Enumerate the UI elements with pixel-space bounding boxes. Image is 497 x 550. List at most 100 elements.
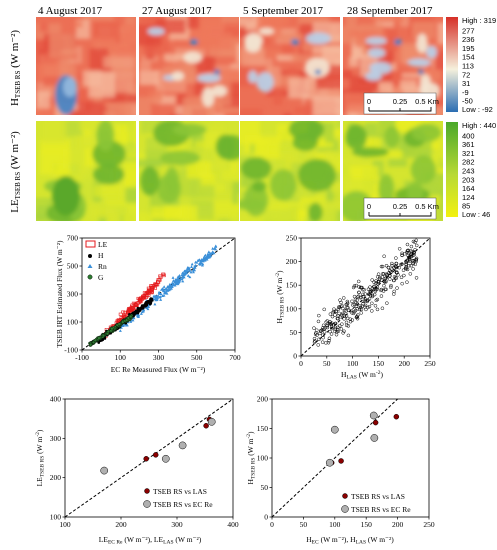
chart1-point-le — [147, 289, 152, 293]
chart1-point-rn — [181, 279, 185, 283]
chart1-point-g — [97, 336, 101, 340]
chart2-point — [390, 267, 394, 271]
chart4-one-to-one-line — [271, 398, 398, 518]
chart2-point — [383, 280, 387, 285]
chart4-point-ec — [370, 434, 379, 442]
chart4-point-las — [372, 419, 379, 426]
chart2-point — [405, 280, 409, 284]
chart3-xlabel: LEEC Re (W m⁻²), LELAS (W m⁻²) — [99, 535, 202, 546]
chart2-point — [385, 273, 389, 278]
chart2-point — [319, 328, 323, 333]
chart1-point-rn — [188, 275, 192, 279]
chart2-point — [382, 279, 387, 284]
chart1-xtick-2: 300 — [153, 353, 165, 362]
chart4-point-ec — [369, 411, 378, 420]
svg-text:HTSEB RS (W m⁻²): HTSEB RS (W m⁻²) — [9, 30, 22, 106]
chart2-point — [379, 264, 384, 269]
legend-rn-label: Rn — [98, 262, 107, 271]
chart2-point — [361, 301, 365, 306]
chart2-point — [405, 249, 410, 253]
chart1-point-rn — [152, 294, 156, 298]
chart2-ytick-5: 250 — [286, 234, 298, 243]
chart2-point — [344, 309, 348, 313]
chart1-point-le — [123, 313, 128, 317]
chart1-point-rn — [176, 282, 180, 286]
legend-h-label: H — [98, 251, 104, 260]
chart4-ytick-3: 150 — [257, 424, 269, 433]
chart2-point — [358, 285, 363, 290]
map-panels — [36, 17, 443, 221]
chart1-point-le — [116, 320, 121, 324]
colorbar-h-tick-8: -50 — [462, 97, 473, 106]
chart3-legend-las-marker — [144, 488, 150, 494]
chart1-point-h — [140, 304, 144, 308]
chart2-point — [357, 307, 362, 312]
chart1-point-le — [147, 288, 152, 292]
chart1-point-g — [125, 318, 129, 322]
chart2-xtick-2: 100 — [347, 359, 359, 368]
chart2-point — [348, 317, 353, 321]
chart1-point-rn — [162, 293, 166, 297]
chart2-point — [314, 331, 318, 335]
chart2-point — [411, 267, 415, 271]
chart2-point — [407, 255, 411, 260]
chart3-point-las — [152, 452, 159, 458]
chart2-point — [342, 317, 346, 321]
chart1-point-h — [149, 301, 153, 304]
chart3-one-to-one-line — [64, 398, 234, 518]
chart2-point — [356, 313, 360, 317]
row-label-le: LETSEB RS (W m⁻²) — [9, 131, 22, 213]
chart1-point-rn — [146, 307, 150, 311]
chart1-point-rn — [207, 250, 211, 254]
chart2-point — [333, 325, 338, 330]
chart1-point-rn — [154, 294, 158, 298]
chart1-point-le — [149, 285, 154, 289]
chart1-ytick-2: 300 — [67, 290, 79, 299]
legend-rn-marker — [87, 264, 93, 268]
chart2-point — [346, 324, 351, 328]
chart2-point — [341, 306, 345, 311]
chart2-point — [361, 292, 365, 297]
chart3-point-ec — [161, 454, 170, 463]
colorbar-le-high: High : 440 — [462, 121, 496, 130]
chart1-point-rn — [201, 259, 205, 263]
chart1-point-rn — [181, 271, 185, 275]
chart1-point-rn — [188, 268, 192, 271]
chart2-point — [337, 305, 341, 309]
colorbar-h-tick-6: 31 — [462, 79, 470, 88]
chart1-point-le — [153, 282, 158, 286]
chart1-point-rn — [200, 263, 204, 267]
chart2-point — [376, 282, 380, 286]
chart2-point — [356, 279, 361, 284]
chart1-point-rn — [186, 274, 190, 277]
chart-h-scatter: 0 50 100 150 200 250 0 50 100 150 200 250 HLAS (W m… — [275, 234, 436, 381]
chart4-xtick-3: 150 — [361, 520, 373, 529]
chart1-point-g — [101, 334, 106, 338]
scale-bottom-025: 0.25 — [393, 202, 408, 211]
svg-text:LETSEB RS (W m⁻²): LETSEB RS (W m⁻²) — [9, 131, 22, 213]
chart1-point-rn — [174, 277, 178, 281]
chart-flux-comparison: -100 100 300 500 700 -100 100 300 500 700 LE H Rn… — [55, 234, 241, 375]
chart2-point — [413, 248, 417, 252]
chart2-point — [414, 256, 419, 261]
chart2-point — [405, 242, 410, 247]
chart1-point-le — [128, 306, 133, 310]
chart2-point — [335, 329, 339, 334]
chart2-ytick-0: 0 — [293, 352, 297, 361]
chart1-point-rn — [169, 287, 173, 290]
chart3-ytick-2: 300 — [50, 434, 62, 443]
chart2-point — [384, 287, 388, 292]
chart1-point-h — [134, 311, 138, 314]
chart1-point-le — [115, 319, 120, 323]
chart3-legend-las-label: TSEB RS vs LAS — [153, 487, 207, 496]
chart2-point — [336, 325, 340, 330]
chart1-point-rn — [191, 270, 195, 274]
chart1-point-rn — [155, 298, 159, 301]
chart3-xtick-3: 400 — [227, 520, 239, 529]
chart2-one-to-one-line — [300, 237, 431, 357]
chart2-point — [337, 311, 341, 316]
date-label-1: 4 August 2017 — [38, 5, 103, 17]
chart4-xtick-2: 100 — [329, 520, 341, 529]
chart1-point-rn — [162, 285, 166, 288]
chart1-point-h — [97, 341, 101, 344]
